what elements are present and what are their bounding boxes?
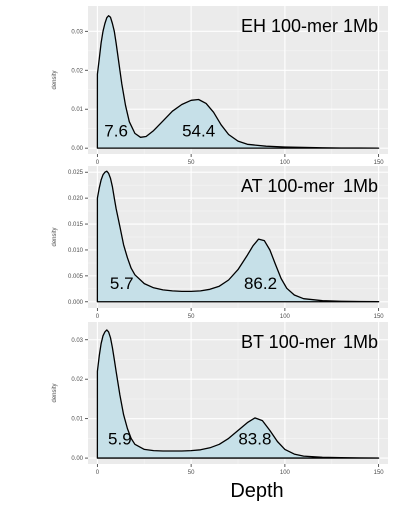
peak-depth-label: 5.7 xyxy=(110,274,134,293)
x-tick-label: 150 xyxy=(374,470,385,476)
y-tick-label: 0.010 xyxy=(68,248,84,254)
y-tick-label: 0.03 xyxy=(71,338,83,344)
y-tick-label: 0.000 xyxy=(68,300,84,306)
density-area xyxy=(96,15,380,149)
y-tick-label: 0.025 xyxy=(68,170,84,176)
panel-1: 0 50 100 150 0.00 0.01 0.02 0.03 density EH 100-m… xyxy=(52,6,388,166)
panel-title: EH 100-mer xyxy=(241,16,338,36)
y-tick-label: 0.020 xyxy=(68,196,84,202)
panel-title: BT 100-mer xyxy=(241,332,336,352)
x-tick-label: 0 xyxy=(96,314,100,320)
resolution-label: 1Mb xyxy=(343,332,378,352)
panel-title: AT 100-mer xyxy=(241,176,334,196)
x-tick-label: 0 xyxy=(96,470,100,476)
y-tick-label: 0.01 xyxy=(71,107,83,113)
y-tick-label: 0.02 xyxy=(71,377,83,383)
panel-3: 0 50 100 150 0.00 0.01 0.02 0.03 density BT 100-m… xyxy=(52,322,388,476)
x-tick-label: 50 xyxy=(188,160,195,166)
y-axis-title: density xyxy=(52,227,58,246)
peak-depth-label: 86.2 xyxy=(244,274,277,293)
y-tick-label: 0.00 xyxy=(71,456,83,462)
y-tick-label: 0.00 xyxy=(71,146,83,152)
peak-depth-label: 54.4 xyxy=(182,121,215,140)
density-area xyxy=(96,170,380,303)
resolution-label: 1Mb xyxy=(343,16,378,36)
x-axis-title: Depth xyxy=(230,480,283,502)
y-tick-label: 0.03 xyxy=(71,29,83,35)
x-tick-label: 100 xyxy=(280,314,291,320)
y-tick-label: 0.005 xyxy=(68,274,84,280)
y-tick-label: 0.015 xyxy=(68,222,84,228)
y-axis-title: density xyxy=(52,383,58,402)
x-tick-label: 150 xyxy=(374,160,385,166)
x-tick-label: 150 xyxy=(374,314,385,320)
density-area xyxy=(96,329,380,459)
x-tick-label: 0 xyxy=(96,160,100,166)
x-tick-label: 50 xyxy=(188,314,195,320)
y-tick-label: 0.01 xyxy=(71,417,83,423)
x-tick-label: 50 xyxy=(188,470,195,476)
panel-2: 0 50 100 150 0.000 0.005 0.010 0.015 0.020 0.025 d… xyxy=(52,166,388,320)
y-tick-label: 0.02 xyxy=(71,68,83,74)
peak-depth-label: 83.8 xyxy=(238,429,271,448)
peak-depth-label: 7.6 xyxy=(104,121,128,140)
resolution-label: 1Mb xyxy=(343,176,378,196)
x-tick-label: 100 xyxy=(280,470,291,476)
y-axis-title: density xyxy=(52,70,58,89)
x-tick-label: 100 xyxy=(280,160,291,166)
peak-depth-label: 5.9 xyxy=(108,429,132,448)
